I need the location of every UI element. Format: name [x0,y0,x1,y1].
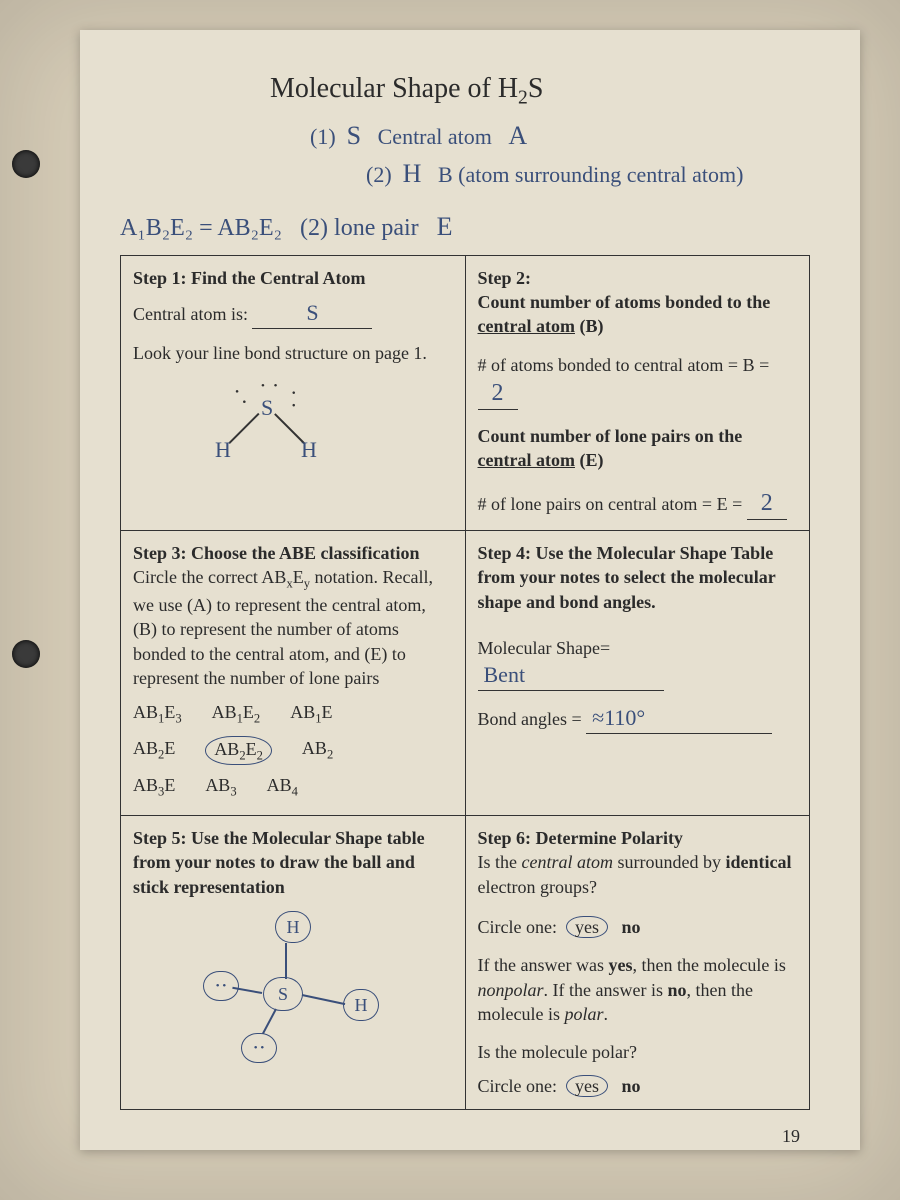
page-title: Molecular Shape of H2S [270,70,810,112]
choice-no: no [621,1076,640,1096]
circle-one-label: Circle one: [478,1076,557,1096]
cell-step4: Step 4: Use the Molecular Shape Table fr… [465,531,810,816]
abe-option: AB4 [267,773,298,801]
photo-surface: Molecular Shape of H2S (1) S Central ato… [0,0,900,1200]
shape-value: Bent [478,660,664,691]
ball-stick-drawing: S H H • • • • [133,905,453,1075]
angle-value: ≈110° [586,703,772,734]
choice-no: no [621,917,640,937]
binder-hole [12,640,40,668]
angle-label: Bond angles = [478,709,582,729]
step3-title: Step 3: Choose the ABE classification [133,543,420,563]
b-label: # of atoms bonded to central atom = B = [478,355,770,375]
step6-q2: Is the molecule polar? [478,1040,798,1064]
cell-step5: Step 5: Use the Molecular Shape table fr… [121,816,466,1110]
atom-h: H [275,911,311,943]
cell-step6: Step 6: Determine Polarity Is the centra… [465,816,810,1110]
lone-pair: • • [241,1033,277,1063]
choice-yes-circled: yes [566,1075,608,1097]
step4-title: Step 4: Use the Molecular Shape Table fr… [478,541,798,614]
cell-step1: Step 1: Find the Central Atom Central at… [121,255,466,531]
steps-table: Step 1: Find the Central Atom Central at… [120,255,810,1110]
worksheet-sheet: Molecular Shape of H2S (1) S Central ato… [80,30,860,1150]
bond-stick [302,994,345,1005]
step5-title: Step 5: Use the Molecular Shape table fr… [133,826,453,899]
page-number: 19 [120,1124,810,1148]
lp-title: Count number of lone pairs on the centra… [478,424,798,473]
handwritten-equation: A₁B₂E₂ = AB₂E₂ (2) lone pair E [120,209,810,244]
abe-option: AB1E3 [133,700,182,728]
step1-title: Step 1: Find the Central Atom [133,266,453,290]
step2-subtitle: Count number of atoms bonded to the cent… [478,292,771,336]
lone-pair: • • [203,971,239,1001]
step6-explain: If the answer was yes, then the molecule… [478,953,798,1026]
abe-option: AB2 [302,736,333,766]
abe-option: AB3 [205,773,236,801]
choice-yes-circled: yes [566,916,608,938]
step1-instruction: Look your line bond structure on page 1. [133,341,453,365]
central-atom-label: Central atom is: [133,304,248,324]
bond-stick [285,943,287,979]
circle-one-label: Circle one: [478,917,557,937]
handwritten-notes: (1) S Central atom A (2) H B (atom surro… [310,118,810,191]
step6-title: Step 6: Determine Polarity [478,826,798,850]
atom-s: S [263,977,303,1011]
abe-option: AB3E [133,773,175,801]
e-value: 2 [747,487,787,520]
cell-step2: Step 2: Count number of atoms bonded to … [465,255,810,531]
atom-h: H [343,989,379,1021]
abe-option: AB1E [290,700,332,728]
e-label: # of lone pairs on central atom = E = [478,494,743,514]
step2-title: Step 2: [478,268,532,288]
binder-hole [12,150,40,178]
step3-body: Circle the correct ABxEy notation. Recal… [133,567,433,687]
central-atom-value: S [252,298,372,329]
lewis-structure: • • • • S • • H H [133,373,453,463]
step6-q1: Is the central atom surrounded by identi… [478,850,798,899]
b-value: 2 [478,377,518,410]
cell-step3: Step 3: Choose the ABE classification Ci… [121,531,466,816]
abe-option-circled: AB2E2 [205,736,272,766]
content: Molecular Shape of H2S (1) S Central ato… [80,30,860,1178]
shape-label: Molecular Shape= [478,638,611,658]
abe-options: AB1E3 AB1E2 AB1E AB2E AB2E2 AB2 AB3E AB3 AB4 [133,700,453,801]
bond-stick [262,1008,277,1034]
abe-option: AB1E2 [212,700,261,728]
abe-option: AB2E [133,736,175,766]
